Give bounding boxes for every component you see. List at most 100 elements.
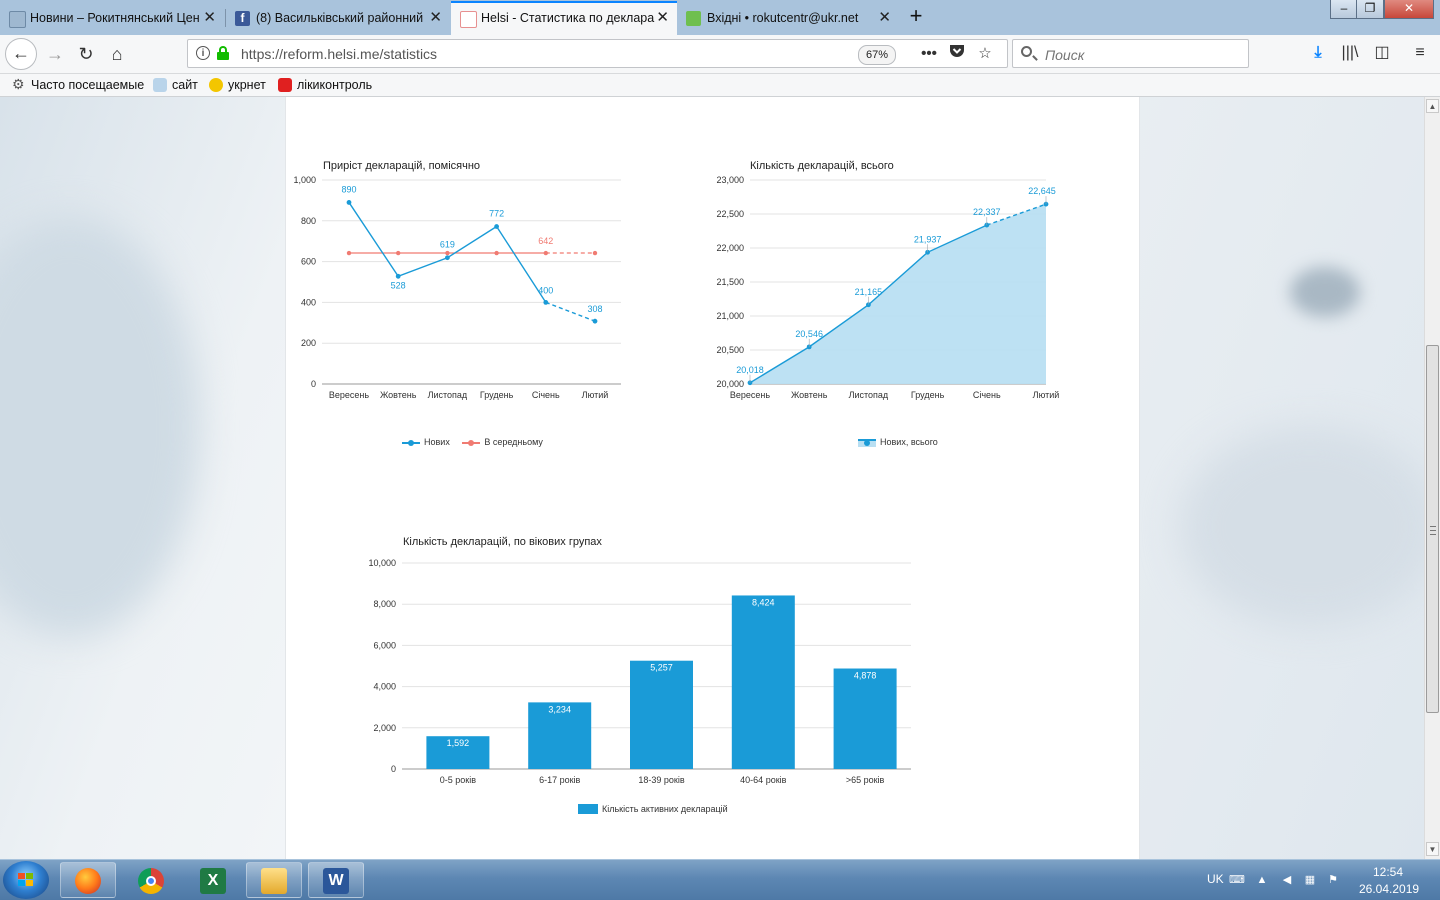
menu-icon[interactable]: ≡: [1415, 44, 1425, 61]
start-button[interactable]: [3, 861, 49, 899]
taskbar-excel[interactable]: X: [185, 862, 241, 898]
chrome-icon: [138, 868, 164, 894]
tab-helsi[interactable]: Helsi - Статистика по деклара ✕: [451, 1, 677, 35]
bookmark-site[interactable]: сайт: [153, 76, 198, 94]
legend-item-total[interactable]: Нових, всього: [858, 437, 938, 447]
x-tick-label: 18-39 років: [638, 775, 684, 785]
taskbar-chrome[interactable]: [123, 862, 179, 898]
library-icon[interactable]: |||\: [1341, 44, 1359, 61]
legend-item-active[interactable]: Кількість активних декларацій: [578, 804, 728, 814]
x-tick-label: Лютий: [1033, 390, 1060, 400]
language-indicator[interactable]: UK: [1207, 872, 1224, 886]
monthly-growth-chart: 0 200 400 600 800 1,000 Вересень Жовтень Листопа…: [293, 175, 1060, 785]
y-tick-label: 22,000: [716, 243, 744, 253]
site-icon: [153, 78, 167, 92]
data-point-new: [592, 318, 598, 324]
address-bar[interactable]: i https://reform.helsi.me/statistics 67%…: [187, 39, 1008, 68]
search-bar[interactable]: [1012, 39, 1249, 68]
reload-button[interactable]: ↻: [78, 44, 94, 64]
close-tab-icon[interactable]: ✕: [878, 9, 891, 26]
bookmark-ukrnet[interactable]: укрнет: [209, 76, 266, 94]
action-center-icon[interactable]: ⚑: [1328, 874, 1338, 886]
explorer-icon: [261, 868, 287, 894]
tab-label: (8) Васильківський районний: [256, 11, 424, 25]
vertical-scrollbar[interactable]: ▲ ▼: [1424, 97, 1440, 859]
y-tick-label: 23,000: [716, 175, 744, 185]
clock-time[interactable]: 12:54: [1373, 865, 1404, 879]
legend-item-average[interactable]: В середньому: [462, 437, 543, 447]
tab-label: Новини – Рокитнянський Цен: [30, 11, 200, 25]
y-tick-label: 200: [301, 338, 316, 348]
minimize-button[interactable]: –: [1330, 0, 1358, 19]
new-tab-button[interactable]: +: [909, 3, 923, 28]
keyboard-icon[interactable]: ⌨: [1229, 874, 1245, 886]
page-actions-icon[interactable]: •••: [921, 45, 937, 62]
sidebar-icon[interactable]: ◫: [1374, 44, 1390, 61]
legend-monthly: Нових В середньому: [402, 437, 553, 447]
home-button[interactable]: ⌂: [111, 44, 123, 64]
tab-mail[interactable]: Вхідні • rokutcentr@ukr.net ✕: [677, 3, 899, 35]
chart-title-monthly: Приріст декларацій, помісячно: [323, 160, 481, 172]
bookmark-star-icon[interactable]: ☆: [978, 45, 992, 62]
info-icon[interactable]: i: [196, 46, 210, 60]
y-tick-label: 4,000: [373, 682, 396, 692]
data-point-new: [346, 200, 352, 205]
scroll-thumb[interactable]: [1426, 345, 1439, 713]
x-tick-label: Грудень: [480, 390, 514, 400]
tab-facebook[interactable]: f (8) Васильківський районний ✕: [226, 3, 450, 35]
volume-icon[interactable]: ◀: [1282, 874, 1292, 886]
bar-data-label: 5,257: [650, 663, 673, 673]
maximize-button[interactable]: ❐: [1356, 0, 1384, 19]
tab-label: Вхідні • rokutcentr@ukr.net: [707, 11, 859, 25]
close-window-button[interactable]: ✕: [1384, 0, 1434, 19]
y-tick-label: 10,000: [368, 558, 396, 568]
taskbar-explorer[interactable]: [246, 862, 302, 898]
lock-icon[interactable]: [217, 46, 229, 60]
word-icon: W: [323, 868, 349, 894]
y-tick-label: 6,000: [373, 640, 396, 650]
close-tab-icon[interactable]: ✕: [203, 9, 216, 26]
legend-label: Нових, всього: [880, 437, 938, 447]
clock-date[interactable]: 26.04.2019: [1359, 882, 1420, 896]
close-tab-icon[interactable]: ✕: [656, 9, 669, 26]
y-tick-label: 22,500: [716, 209, 744, 219]
tab-label: Helsi - Статистика по деклара: [481, 11, 655, 25]
tab-news[interactable]: Новини – Рокитнянський Цен ✕: [0, 3, 224, 35]
close-tab-icon[interactable]: ✕: [429, 9, 442, 26]
url-text[interactable]: https://reform.helsi.me/statistics: [241, 46, 438, 62]
network-icon[interactable]: ▦: [1304, 874, 1316, 886]
downloads-icon[interactable]: ⤓: [1314, 44, 1322, 61]
y-tick-label: 800: [301, 216, 316, 226]
zoom-level-badge[interactable]: 67%: [858, 45, 896, 65]
bookmark-most-visited[interactable]: ⚙ Часто посещаемые: [12, 76, 144, 94]
gear-icon: ⚙: [12, 76, 25, 92]
data-label-new: 772: [489, 209, 504, 219]
data-point-average: [543, 250, 548, 256]
series-line-total-projection: [986, 203, 1047, 226]
bar-1: [528, 702, 592, 769]
legend-item-new[interactable]: Нових: [402, 437, 450, 447]
legend-label: Нових: [424, 437, 450, 447]
x-tick-label: Вересень: [730, 390, 770, 400]
site-favicon-icon: [9, 11, 26, 28]
x-tick-label: Вересень: [329, 390, 369, 400]
taskbar-firefox[interactable]: [60, 862, 116, 898]
y-tick-label: 0: [391, 764, 396, 774]
pocket-icon[interactable]: [946, 44, 968, 64]
back-button[interactable]: ←: [5, 38, 37, 70]
tray-expand-icon[interactable]: ▲: [1256, 874, 1268, 886]
search-input[interactable]: [1043, 44, 1237, 65]
bookmark-likicontrol[interactable]: лікиконтроль: [278, 76, 372, 94]
scroll-down-arrow-icon[interactable]: ▼: [1426, 842, 1439, 856]
bookmarks-toolbar: ⚙ Часто посещаемые сайт укрнет лікиконтр…: [0, 74, 1440, 97]
scroll-up-arrow-icon[interactable]: ▲: [1426, 99, 1439, 113]
likicontrol-icon: [278, 78, 292, 92]
bookmark-label: укрнет: [228, 78, 266, 92]
forward-button[interactable]: →: [46, 44, 64, 64]
search-icon: [1021, 46, 1032, 57]
data-point-average: [494, 250, 499, 256]
data-point-new: [494, 224, 499, 229]
taskbar-word[interactable]: W: [308, 862, 364, 898]
bar-2: [630, 660, 693, 769]
background-photo: [0, 217, 200, 637]
